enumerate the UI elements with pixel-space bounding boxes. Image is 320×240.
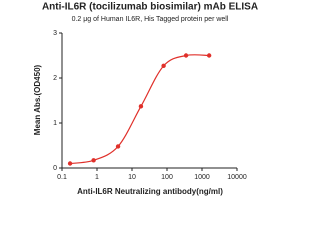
y-tick-label: 3 [53,30,57,37]
y-axis-label: Mean Abs.(OD450) [33,64,42,135]
data-point [183,53,189,58]
y-tick-label: 2 [53,75,57,82]
chart-title: Anti-IL6R (tocilizumab biosimilar) mAb E… [42,2,258,13]
x-tick-label: 10 [128,174,136,181]
data-point [67,161,73,166]
x-tick-label: 1000 [194,174,210,181]
x-axis-label: Anti-IL6R Neutralizing antibody(ng/ml) [77,187,223,196]
x-tick-label: 10000 [227,174,247,181]
x-tick-label: 0.1 [57,174,67,181]
chart-subtitle: 0.2 μg of Human IL6R, His Tagged protein… [72,16,229,23]
x-tick-label: 100 [161,174,173,181]
data-point [161,63,166,69]
data-point [206,53,212,58]
x-tick-label: 1 [95,174,99,181]
series-line [69,54,210,165]
data-point [138,104,144,109]
data-point [115,144,121,149]
chart: Anti-IL6R (tocilizumab biosimilar) mAb E… [33,2,258,196]
y-tick-label: 0 [53,165,57,172]
y-tick-label: 1 [53,120,57,127]
data-point [91,158,96,163]
